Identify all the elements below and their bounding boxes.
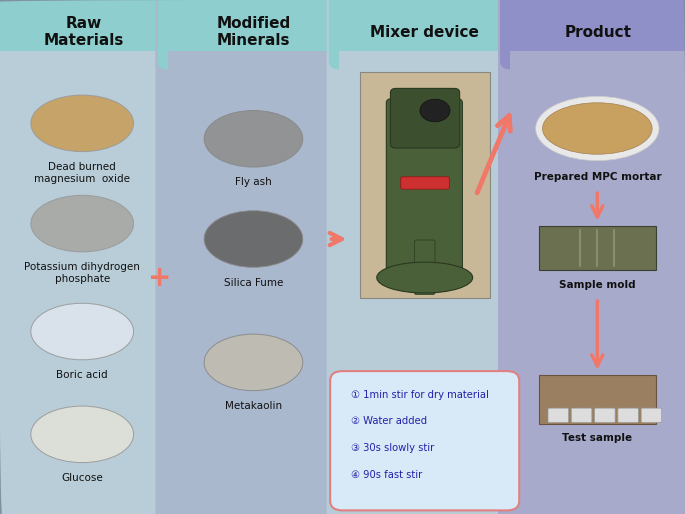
Ellipse shape	[204, 111, 303, 167]
Ellipse shape	[377, 262, 473, 293]
Bar	[339, 51, 510, 62]
Bar	[510, 51, 685, 72]
Text: Test sample: Test sample	[562, 433, 632, 443]
Ellipse shape	[543, 103, 652, 154]
Text: Mixer device: Mixer device	[371, 25, 479, 40]
Bar	[168, 51, 339, 62]
FancyBboxPatch shape	[500, 0, 685, 69]
FancyBboxPatch shape	[401, 177, 449, 189]
FancyBboxPatch shape	[548, 408, 569, 423]
Text: ① 1min stir for dry material: ① 1min stir for dry material	[351, 390, 489, 400]
Text: Modified
Minerals: Modified Minerals	[216, 16, 290, 48]
Ellipse shape	[31, 406, 134, 463]
FancyBboxPatch shape	[360, 72, 490, 298]
Bar	[0, 51, 168, 62]
FancyBboxPatch shape	[618, 408, 638, 423]
FancyBboxPatch shape	[414, 240, 435, 295]
FancyBboxPatch shape	[0, 0, 180, 514]
Ellipse shape	[204, 211, 303, 267]
FancyBboxPatch shape	[155, 0, 351, 514]
Text: Glucose: Glucose	[62, 473, 103, 483]
FancyBboxPatch shape	[0, 0, 178, 69]
Bar	[168, 51, 339, 72]
FancyBboxPatch shape	[539, 226, 656, 270]
Bar	[339, 51, 510, 72]
Text: Dead burned
magnesium  oxide: Dead burned magnesium oxide	[34, 162, 130, 183]
FancyBboxPatch shape	[327, 0, 523, 514]
Text: Metakaolin: Metakaolin	[225, 401, 282, 411]
Text: Prepared MPC mortar: Prepared MPC mortar	[534, 172, 661, 182]
Text: Cement sand mixer: Cement sand mixer	[368, 374, 482, 383]
Text: ② Water added: ② Water added	[351, 416, 427, 427]
Text: Fly ash: Fly ash	[235, 177, 272, 187]
Ellipse shape	[31, 195, 134, 252]
FancyBboxPatch shape	[641, 408, 662, 423]
Text: Silica Fume: Silica Fume	[224, 278, 283, 287]
Ellipse shape	[31, 95, 134, 152]
FancyBboxPatch shape	[539, 375, 656, 424]
Text: Raw
Materials: Raw Materials	[44, 16, 124, 48]
Ellipse shape	[204, 334, 303, 391]
FancyBboxPatch shape	[571, 408, 592, 423]
Circle shape	[420, 99, 450, 122]
Ellipse shape	[31, 303, 134, 360]
Ellipse shape	[536, 97, 659, 160]
Text: Sample mold: Sample mold	[559, 280, 636, 290]
Text: +: +	[148, 264, 171, 291]
Bar	[0, 51, 168, 72]
FancyBboxPatch shape	[158, 0, 349, 69]
FancyBboxPatch shape	[595, 408, 615, 423]
Text: Product: Product	[564, 25, 631, 40]
FancyBboxPatch shape	[390, 88, 460, 148]
Text: ③ 30s slowly stir: ③ 30s slowly stir	[351, 443, 435, 453]
FancyBboxPatch shape	[329, 0, 521, 69]
Bar	[510, 51, 685, 62]
Text: ④ 90s fast stir: ④ 90s fast stir	[351, 470, 423, 480]
FancyBboxPatch shape	[386, 99, 462, 271]
FancyBboxPatch shape	[498, 0, 685, 514]
Text: Boric acid: Boric acid	[56, 370, 108, 380]
Text: Potassium dihydrogen
phosphate: Potassium dihydrogen phosphate	[24, 262, 140, 284]
FancyBboxPatch shape	[330, 371, 519, 510]
